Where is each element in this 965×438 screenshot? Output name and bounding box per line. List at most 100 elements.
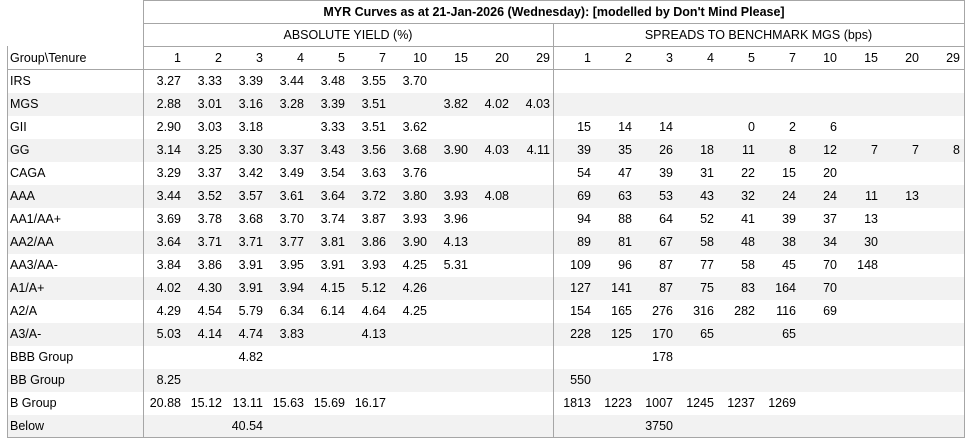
yield-cell bbox=[428, 415, 468, 438]
spread-cell: 70 bbox=[823, 258, 837, 272]
spread-tenure-header: 1 bbox=[584, 51, 591, 65]
group-label: BBB Group bbox=[10, 350, 74, 364]
spread-cell: 81 bbox=[618, 235, 632, 249]
yield-cell bbox=[264, 415, 304, 438]
spread-cell bbox=[551, 415, 591, 438]
yield-cell bbox=[223, 369, 263, 392]
spread-cell: 48 bbox=[741, 235, 755, 249]
yield-tenure-header: 29 bbox=[536, 51, 550, 65]
yield-cell: 3.54 bbox=[320, 166, 345, 180]
row-marker bbox=[0, 139, 3, 162]
spread-cell: 12 bbox=[823, 143, 837, 157]
yield-cell: 3.01 bbox=[197, 97, 222, 111]
spread-cell: 170 bbox=[652, 327, 673, 341]
spread-cell bbox=[879, 116, 919, 139]
spread-cell: 8 bbox=[953, 143, 960, 157]
yield-cell: 2.88 bbox=[156, 97, 181, 111]
spread-cell bbox=[756, 93, 796, 116]
yield-cell bbox=[387, 93, 427, 116]
yield-cell bbox=[387, 415, 427, 438]
yield-cell bbox=[305, 369, 345, 392]
yield-cell: 3.51 bbox=[361, 120, 386, 134]
spread-cell: 8 bbox=[789, 143, 796, 157]
yield-cell: 3.76 bbox=[402, 166, 427, 180]
spread-cell bbox=[797, 346, 837, 369]
spread-cell bbox=[879, 208, 919, 231]
yield-cell: 3.86 bbox=[361, 235, 386, 249]
yield-cell bbox=[510, 208, 550, 231]
spread-cell bbox=[879, 323, 919, 346]
grid-line bbox=[143, 46, 965, 47]
spread-cell bbox=[674, 415, 714, 438]
yield-cell: 3.74 bbox=[320, 212, 345, 226]
spread-cell bbox=[920, 300, 960, 323]
spread-cell: 20 bbox=[823, 166, 837, 180]
yield-cell bbox=[510, 116, 550, 139]
spread-cell bbox=[797, 70, 837, 93]
spread-cell: 70 bbox=[823, 281, 837, 295]
section-yield-header: ABSOLUTE YIELD (%) bbox=[283, 28, 413, 42]
spread-cell: 178 bbox=[652, 350, 673, 364]
spread-cell: 141 bbox=[611, 281, 632, 295]
spread-cell bbox=[838, 162, 878, 185]
group-label: Below bbox=[10, 419, 45, 433]
yield-cell: 3.77 bbox=[279, 235, 304, 249]
yield-cell: 3.56 bbox=[361, 143, 386, 157]
group-label: A3/A- bbox=[10, 327, 42, 341]
yield-cell: 3.39 bbox=[320, 97, 345, 111]
spread-cell bbox=[838, 277, 878, 300]
yield-cell: 3.27 bbox=[156, 74, 181, 88]
spread-cell bbox=[592, 369, 632, 392]
yield-cell: 3.03 bbox=[197, 120, 222, 134]
yield-tenure-header: 1 bbox=[174, 51, 181, 65]
row-stripe bbox=[7, 369, 965, 392]
yield-cell: 3.95 bbox=[279, 258, 304, 272]
yield-cell: 3.68 bbox=[238, 212, 263, 226]
yield-cell bbox=[428, 277, 468, 300]
spread-cell bbox=[879, 93, 919, 116]
spread-cell: 67 bbox=[659, 235, 673, 249]
spread-cell: 282 bbox=[734, 304, 755, 318]
yield-cell: 4.02 bbox=[484, 97, 509, 111]
row-marker bbox=[0, 231, 3, 254]
row-stripe bbox=[7, 139, 965, 162]
spread-cell: 83 bbox=[741, 281, 755, 295]
yield-cell: 15.12 bbox=[190, 396, 222, 410]
spread-cell: 89 bbox=[577, 235, 591, 249]
yield-tenure-header: 2 bbox=[215, 51, 222, 65]
yield-cell: 4.15 bbox=[320, 281, 345, 295]
spread-cell: 2 bbox=[789, 120, 796, 134]
yield-cell: 3.51 bbox=[361, 97, 386, 111]
yield-cell bbox=[469, 277, 509, 300]
yield-cell: 3.78 bbox=[197, 212, 222, 226]
yield-tenure-header: 10 bbox=[413, 51, 427, 65]
spread-cell bbox=[715, 346, 755, 369]
yield-cell: 3.71 bbox=[238, 235, 263, 249]
spread-cell: 88 bbox=[618, 212, 632, 226]
yield-cell: 3.42 bbox=[238, 166, 263, 180]
spread-cell: 109 bbox=[570, 258, 591, 272]
spread-tenure-header: 29 bbox=[946, 51, 960, 65]
yield-cell: 3.70 bbox=[402, 74, 427, 88]
yield-cell bbox=[510, 346, 550, 369]
yield-cell: 3.64 bbox=[156, 235, 181, 249]
yield-cell: 3.71 bbox=[197, 235, 222, 249]
spread-cell bbox=[920, 277, 960, 300]
spread-cell bbox=[756, 369, 796, 392]
spread-cell bbox=[879, 415, 919, 438]
row-marker bbox=[0, 346, 3, 369]
yield-cell: 3.37 bbox=[279, 143, 304, 157]
spread-cell: 41 bbox=[741, 212, 755, 226]
spread-cell bbox=[838, 369, 878, 392]
yield-cell: 4.25 bbox=[402, 258, 427, 272]
yield-cell: 8.25 bbox=[156, 373, 181, 387]
yield-cell: 4.26 bbox=[402, 281, 427, 295]
spread-cell: 165 bbox=[611, 304, 632, 318]
group-label: AA3/AA- bbox=[10, 258, 58, 272]
spread-cell bbox=[551, 346, 591, 369]
spread-cell bbox=[838, 346, 878, 369]
spread-cell: 3750 bbox=[645, 419, 673, 433]
grid-line bbox=[7, 46, 8, 438]
yield-cell: 2.90 bbox=[156, 120, 181, 134]
spread-cell: 53 bbox=[659, 189, 673, 203]
